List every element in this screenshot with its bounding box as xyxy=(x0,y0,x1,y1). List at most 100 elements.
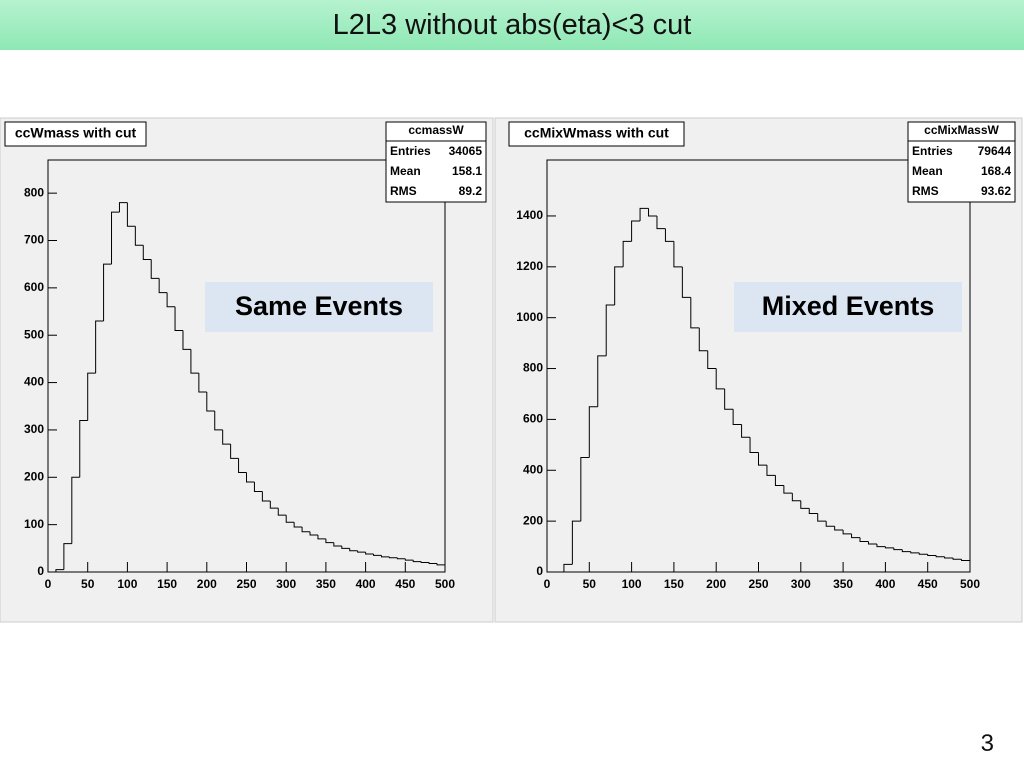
x-tick-label: 200 xyxy=(197,577,217,591)
stats-label: Mean xyxy=(912,164,943,178)
histogram-bin xyxy=(111,211,120,265)
x-tick-label: 350 xyxy=(833,577,853,591)
histogram-bin xyxy=(246,472,255,483)
x-tick-label: 200 xyxy=(706,577,726,591)
histogram-bin xyxy=(910,551,920,554)
histogram-bin xyxy=(436,563,445,566)
x-tick-label: 250 xyxy=(236,577,256,591)
histogram-bin xyxy=(222,429,231,445)
histogram-bin xyxy=(808,508,818,515)
histogram-bin xyxy=(944,556,954,559)
histogram-bin xyxy=(961,559,970,562)
histogram-bin xyxy=(373,554,382,556)
x-tick-label: 150 xyxy=(664,577,684,591)
histogram-bin xyxy=(301,527,311,533)
histogram-bin xyxy=(580,457,590,522)
histogram-bin xyxy=(55,569,64,572)
histogram-bin xyxy=(622,240,632,267)
histogram-bin xyxy=(597,355,607,407)
x-tick-label: 100 xyxy=(117,577,137,591)
histogram-bin xyxy=(698,327,708,352)
histogram-bin xyxy=(681,266,691,298)
histogram-bin xyxy=(935,555,945,558)
x-tick-label: 400 xyxy=(875,577,895,591)
histogram-bin xyxy=(285,515,295,523)
histogram-bin xyxy=(749,437,759,453)
stats-box xyxy=(907,121,1016,203)
histogram-bin xyxy=(867,541,877,545)
stats-value: 79644 xyxy=(978,144,1012,158)
histogram-bin xyxy=(656,215,666,230)
histogram-bin xyxy=(230,444,239,459)
histogram-bin xyxy=(639,207,649,222)
histogram-bin xyxy=(918,552,928,555)
y-tick-label: 0 xyxy=(37,564,44,578)
histogram-bin xyxy=(396,557,406,560)
histogram-bin xyxy=(134,226,144,246)
stats-label: RMS xyxy=(912,184,939,198)
stats-name: ccmassW xyxy=(408,123,464,137)
x-tick-label: 150 xyxy=(157,577,177,591)
histogram-bin xyxy=(174,306,183,331)
annotation-box xyxy=(205,282,433,332)
histogram-bin xyxy=(851,533,861,539)
plot-frame xyxy=(546,159,971,573)
histogram-bin xyxy=(293,522,303,528)
histogram-bin xyxy=(690,297,700,329)
histogram-bin xyxy=(571,520,581,565)
histogram-bin xyxy=(341,545,350,549)
histogram-bin xyxy=(428,562,438,564)
histogram-bin xyxy=(927,554,937,556)
histogram-bin xyxy=(349,548,358,552)
x-tick-label: 350 xyxy=(316,577,336,591)
histogram-bin xyxy=(404,558,414,561)
histogram-bin xyxy=(150,259,160,279)
stats-box xyxy=(385,121,487,203)
x-tick-label: 100 xyxy=(622,577,642,591)
histogram-bin xyxy=(648,208,657,217)
slide-title: L2L3 without abs(eta)<3 cut xyxy=(0,0,1024,50)
histogram-bin xyxy=(758,452,767,466)
histogram-bin xyxy=(269,500,279,509)
histogram-bin xyxy=(103,263,112,322)
y-tick-label: 800 xyxy=(523,361,543,375)
y-tick-label: 0 xyxy=(536,564,543,578)
x-tick-label: 250 xyxy=(748,577,768,591)
histogram-bin xyxy=(766,465,776,476)
page-number: 3 xyxy=(980,730,994,757)
histogram-bin xyxy=(238,458,247,474)
histogram-bin xyxy=(876,544,886,548)
histogram-bin xyxy=(412,560,422,563)
histogram-bin xyxy=(253,482,263,492)
histogram-bin xyxy=(842,530,852,535)
stats-label: Mean xyxy=(390,164,421,178)
histogram-bin xyxy=(884,546,894,549)
histogram-bin xyxy=(71,476,80,544)
y-tick-label: 700 xyxy=(24,233,44,247)
histogram-bin xyxy=(277,508,287,516)
stats-value: 93.62 xyxy=(981,184,1011,198)
histogram-bin xyxy=(588,406,598,458)
stats-value: 168.4 xyxy=(981,164,1011,178)
title-box xyxy=(4,121,147,147)
chart-title: ccWmass with cut xyxy=(15,125,137,141)
stats-value: 158.1 xyxy=(452,164,482,178)
histogram-bin xyxy=(563,563,573,572)
histogram-bin xyxy=(783,485,793,494)
annotation: Mixed Events xyxy=(762,291,935,321)
annotation: Same Events xyxy=(235,291,403,321)
histogram-bin xyxy=(800,500,810,509)
histogram-bin xyxy=(420,561,430,564)
y-tick-label: 200 xyxy=(24,469,44,483)
histogram-bin xyxy=(952,558,962,560)
annotation-box xyxy=(734,282,962,332)
x-tick-label: 450 xyxy=(918,577,938,591)
y-tick-label: 400 xyxy=(523,462,543,476)
x-tick-label: 500 xyxy=(435,577,455,591)
histogram-bin xyxy=(317,535,326,540)
histogram-bin xyxy=(791,493,801,502)
histogram-bin xyxy=(388,556,398,559)
y-tick-label: 200 xyxy=(523,513,543,527)
